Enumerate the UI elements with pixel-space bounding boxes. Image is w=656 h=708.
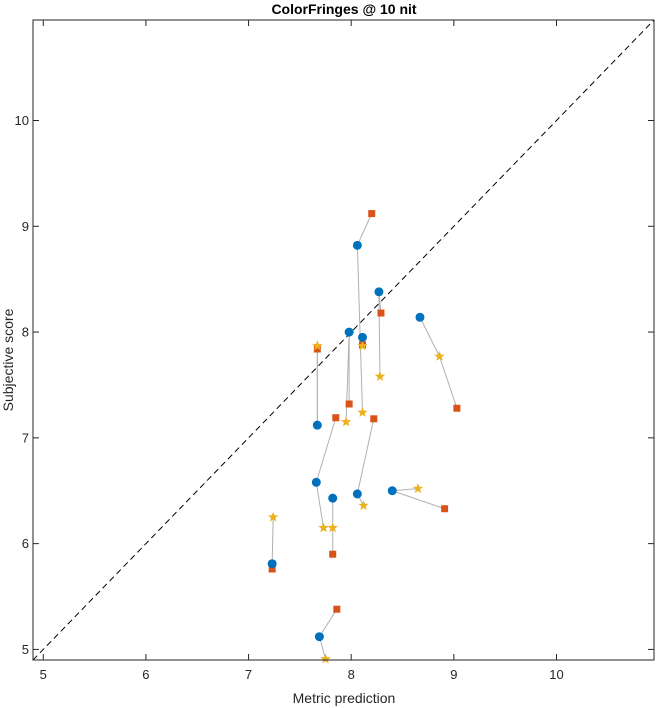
- connector-line: [378, 291, 381, 377]
- circle-marker: [312, 420, 322, 430]
- connector-line: [271, 517, 274, 564]
- square-marker: [333, 605, 341, 613]
- circle-marker: [328, 493, 338, 503]
- square-marker: [370, 415, 378, 423]
- x-axis-title: Metric prediction: [293, 690, 396, 706]
- square-marker: [441, 505, 449, 513]
- x-tick-label: 8: [348, 667, 355, 682]
- y-tick-label: 7: [22, 430, 29, 445]
- square-marker: [332, 414, 340, 422]
- circle-marker: [352, 240, 362, 250]
- star-marker: [374, 371, 386, 381]
- plot-area: 5 6 7 8 9 10 5 6 7 8 9 10: [15, 19, 655, 682]
- circle-marker: [357, 332, 367, 342]
- star-marker: [312, 340, 323, 351]
- square-marker: [368, 210, 376, 218]
- square-marker: [453, 404, 461, 412]
- y-tick-label: 9: [22, 219, 29, 234]
- circle-marker: [311, 477, 321, 487]
- square-marker: [268, 565, 276, 573]
- y-tick-label: 5: [22, 642, 29, 657]
- connector-line: [315, 417, 337, 483]
- star-marker: [340, 416, 352, 427]
- y-axis-title: Subjective score: [0, 308, 16, 411]
- circle-marker: [415, 312, 425, 322]
- x-tick-label: 9: [450, 667, 457, 682]
- circle-marker: [387, 486, 397, 496]
- star-marker: [320, 653, 331, 664]
- star-marker: [412, 483, 424, 494]
- square-marker: [345, 400, 353, 408]
- star-marker: [268, 511, 279, 522]
- y-tick-label: 10: [15, 113, 29, 128]
- x-tick-label: 5: [40, 667, 47, 682]
- x-tick-label: 6: [142, 667, 149, 682]
- diagonal-reference-line: [32, 19, 655, 661]
- x-tick-label: 7: [245, 667, 252, 682]
- square-marker: [377, 309, 385, 317]
- x-tick-label: 10: [549, 667, 563, 682]
- square-marker: [329, 550, 337, 558]
- axes-box: [32, 19, 655, 661]
- circle-marker: [314, 632, 324, 642]
- connector-line: [356, 245, 363, 413]
- circle-marker: [267, 559, 277, 569]
- star-marker: [434, 350, 445, 361]
- circle-marker: [374, 287, 384, 297]
- circle-marker: [344, 327, 354, 337]
- circle-marker: [352, 489, 362, 499]
- connector-line: [356, 213, 373, 246]
- star-marker: [357, 340, 368, 351]
- square-marker: [313, 345, 321, 353]
- connector-line: [356, 418, 375, 495]
- star-marker: [358, 500, 369, 510]
- connector-line: [318, 608, 338, 637]
- star-marker: [357, 407, 368, 417]
- connector-line: [392, 490, 445, 510]
- connector-line: [315, 482, 324, 528]
- connector-line: [438, 356, 458, 409]
- star-marker: [327, 522, 338, 533]
- connector-line: [419, 317, 440, 357]
- chart-title: ColorFringes @ 10 nit: [271, 1, 416, 17]
- y-tick-label: 6: [22, 536, 29, 551]
- star-marker: [318, 522, 329, 533]
- y-tick-label: 8: [22, 325, 29, 340]
